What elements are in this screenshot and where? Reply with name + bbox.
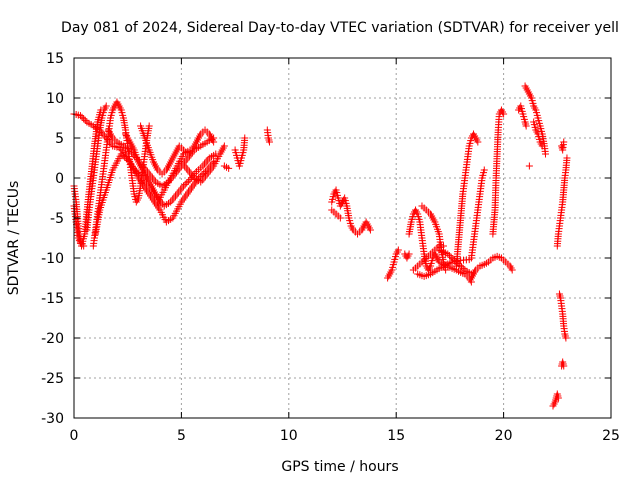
data-point-plus-marker bbox=[500, 110, 508, 118]
data-point-plus-marker bbox=[562, 334, 570, 342]
data-point-plus-marker bbox=[241, 134, 249, 142]
y-tick-label: -25 bbox=[41, 371, 64, 387]
data-point-plus-marker bbox=[78, 113, 86, 121]
data-point-plus-marker bbox=[554, 394, 562, 402]
x-tick-label: 5 bbox=[177, 428, 186, 444]
data-point-plus-marker bbox=[265, 138, 273, 146]
data-point-plus-marker bbox=[117, 150, 125, 158]
x-tick-labels: 0 5 10 15 20 25 bbox=[70, 428, 620, 444]
data-point-plus-marker bbox=[124, 156, 132, 164]
data-point-plus-marker bbox=[560, 138, 568, 146]
chart-title: Day 081 of 2024, Sidereal Day-to-day VTE… bbox=[61, 20, 619, 36]
y-tick-label: -10 bbox=[41, 251, 64, 267]
y-tick-label: -30 bbox=[41, 411, 64, 427]
data-point-plus-marker bbox=[457, 263, 465, 271]
data-point-plus-marker bbox=[525, 162, 533, 170]
data-point-plus-marker bbox=[394, 246, 402, 254]
data-point-plus-marker bbox=[439, 242, 447, 250]
data-point-plus-marker bbox=[220, 142, 228, 150]
y-axis-label: SDTVAR / TECUs bbox=[6, 181, 22, 296]
y-tick-label: -5 bbox=[50, 211, 64, 227]
data-point-plus-marker bbox=[459, 264, 467, 272]
y-tick-label: -20 bbox=[41, 331, 64, 347]
data-point-plus-marker bbox=[181, 180, 189, 188]
data-point-plus-marker bbox=[119, 152, 127, 160]
data-point-plus-marker bbox=[102, 102, 110, 110]
grid bbox=[74, 58, 611, 418]
data-series-sdtvar bbox=[70, 82, 571, 410]
y-tick-label: 15 bbox=[46, 51, 64, 67]
x-tick-label: 20 bbox=[495, 428, 513, 444]
data-point-plus-marker bbox=[366, 226, 374, 234]
data-point-plus-marker bbox=[563, 154, 571, 162]
data-point-plus-marker bbox=[80, 242, 88, 250]
data-point-plus-marker bbox=[76, 112, 84, 120]
data-point-plus-marker bbox=[183, 179, 191, 187]
data-point-plus-marker bbox=[538, 142, 546, 150]
y-tick-label: 0 bbox=[55, 171, 64, 187]
data-point-plus-marker bbox=[336, 214, 344, 222]
data-point-plus-marker bbox=[210, 138, 218, 146]
data-point-plus-marker bbox=[186, 146, 194, 154]
data-point-plus-marker bbox=[444, 250, 452, 258]
data-point-plus-marker bbox=[405, 250, 413, 258]
data-point-plus-marker bbox=[480, 166, 488, 174]
y-tick-labels: -30 -25 -20 -15 -10 -5 0 5 10 15 bbox=[41, 51, 64, 427]
data-point-plus-marker bbox=[184, 177, 192, 185]
x-tick-label: 15 bbox=[387, 428, 405, 444]
y-tick-label: 5 bbox=[55, 131, 64, 147]
x-axis-label: GPS time / hours bbox=[281, 459, 398, 475]
x-tick-label: 0 bbox=[70, 428, 79, 444]
data-point-plus-marker bbox=[225, 164, 233, 172]
data-point-plus-marker bbox=[560, 362, 568, 370]
data-point-plus-marker bbox=[145, 122, 153, 130]
data-point-plus-marker bbox=[118, 147, 126, 155]
data-point-plus-marker bbox=[81, 116, 89, 124]
data-point-plus-marker bbox=[121, 153, 129, 161]
data-point-plus-marker bbox=[508, 266, 516, 274]
data-point-plus-marker bbox=[122, 155, 130, 163]
data-point-plus-marker bbox=[474, 138, 482, 146]
y-tick-label: -15 bbox=[41, 291, 64, 307]
axis-ticks bbox=[73, 57, 612, 419]
data-point-plus-marker bbox=[80, 115, 88, 123]
data-point-plus-marker bbox=[180, 182, 188, 190]
data-point-plus-marker bbox=[541, 150, 549, 158]
x-tick-label: 25 bbox=[602, 428, 620, 444]
plot-frame bbox=[73, 57, 612, 419]
data-point-plus-marker bbox=[447, 253, 455, 261]
data-point-plus-marker bbox=[522, 122, 530, 130]
y-tick-label: 10 bbox=[46, 91, 64, 107]
data-point-plus-marker bbox=[445, 252, 453, 260]
data-point-plus-marker bbox=[456, 261, 464, 269]
x-tick-label: 10 bbox=[280, 428, 298, 444]
